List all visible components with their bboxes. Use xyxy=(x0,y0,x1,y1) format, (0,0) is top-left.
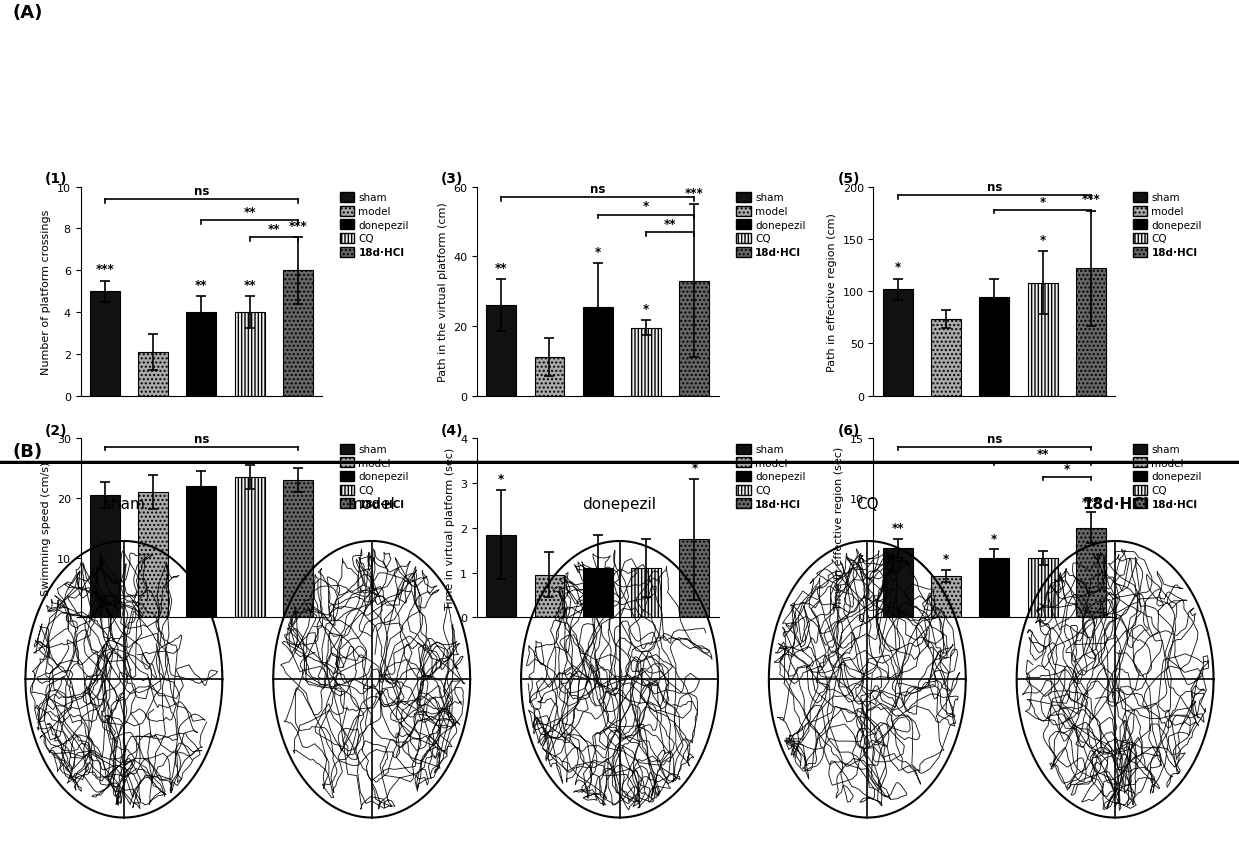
Text: ***: *** xyxy=(1082,495,1100,509)
Text: *: * xyxy=(498,473,504,486)
Bar xyxy=(186,486,217,618)
Text: **: ** xyxy=(664,217,676,231)
Text: *: * xyxy=(943,553,949,566)
Text: *: * xyxy=(1063,462,1070,475)
Y-axis label: Number of platform crossings: Number of platform crossings xyxy=(41,210,51,374)
Bar xyxy=(234,313,265,396)
Text: **: ** xyxy=(195,279,208,291)
Bar xyxy=(282,481,313,618)
Bar xyxy=(1075,269,1106,396)
Bar xyxy=(89,496,120,618)
Text: (4): (4) xyxy=(441,423,463,438)
Legend: sham, model, donepezil, CQ, 18d·HCl: sham, model, donepezil, CQ, 18d·HCl xyxy=(339,193,409,258)
Text: *: * xyxy=(895,261,901,274)
Bar xyxy=(979,558,1010,618)
Text: ns: ns xyxy=(986,432,1002,446)
Text: (B): (B) xyxy=(12,442,42,460)
Bar xyxy=(138,353,169,396)
Y-axis label: Swimming speed (cm/s): Swimming speed (cm/s) xyxy=(41,461,51,596)
Legend: sham, model, donepezil, CQ, 18d·HCl: sham, model, donepezil, CQ, 18d·HCl xyxy=(736,444,805,509)
Text: *: * xyxy=(595,245,601,259)
Text: **: ** xyxy=(268,222,280,235)
Text: ***: *** xyxy=(685,187,704,199)
Y-axis label: Path in the virtual platform (cm): Path in the virtual platform (cm) xyxy=(437,202,447,382)
Text: *: * xyxy=(991,532,997,545)
Bar xyxy=(1027,558,1058,618)
Text: model: model xyxy=(348,496,395,511)
Text: **: ** xyxy=(243,206,256,219)
Text: ns: ns xyxy=(986,181,1002,193)
Text: ***: *** xyxy=(95,263,114,276)
Text: **: ** xyxy=(891,521,904,534)
Bar xyxy=(679,281,710,396)
Text: sham: sham xyxy=(103,496,145,511)
Text: (2): (2) xyxy=(45,423,67,438)
Bar xyxy=(534,575,565,618)
Bar xyxy=(486,535,517,618)
Bar xyxy=(631,568,662,618)
Bar xyxy=(979,298,1010,396)
Text: ns: ns xyxy=(193,433,209,446)
Bar xyxy=(1075,528,1106,618)
Y-axis label: Time in virtual platform (sec): Time in virtual platform (sec) xyxy=(445,447,455,609)
Text: *: * xyxy=(1040,195,1046,209)
Text: **: ** xyxy=(243,279,256,291)
Text: (A): (A) xyxy=(12,4,43,22)
Text: (3): (3) xyxy=(441,172,463,187)
Text: (5): (5) xyxy=(838,172,860,187)
Text: 18d·HCl: 18d·HCl xyxy=(1082,496,1149,511)
Bar xyxy=(631,328,662,396)
Text: *: * xyxy=(643,200,649,213)
Text: ns: ns xyxy=(590,183,606,196)
Legend: sham, model, donepezil, CQ, 18d·HCl: sham, model, donepezil, CQ, 18d·HCl xyxy=(339,444,409,509)
Text: ***: *** xyxy=(1082,193,1100,206)
Bar xyxy=(882,549,913,618)
Bar xyxy=(882,290,913,396)
Bar xyxy=(930,320,961,396)
Text: *: * xyxy=(1040,234,1046,247)
Bar xyxy=(930,576,961,618)
Bar xyxy=(138,492,169,618)
Text: CQ: CQ xyxy=(856,496,878,511)
Bar xyxy=(282,271,313,396)
Text: *: * xyxy=(691,462,698,475)
Text: ns: ns xyxy=(193,185,209,198)
Bar xyxy=(186,313,217,396)
Text: donepezil: donepezil xyxy=(582,496,657,511)
Text: (6): (6) xyxy=(838,423,860,438)
Bar xyxy=(1027,284,1058,396)
Bar xyxy=(534,358,565,396)
Text: *: * xyxy=(643,302,649,315)
Y-axis label: Path in effective region (cm): Path in effective region (cm) xyxy=(828,212,838,371)
Bar xyxy=(486,306,517,396)
Text: **: ** xyxy=(1036,448,1049,461)
Bar xyxy=(234,477,265,618)
Bar xyxy=(582,308,613,396)
Legend: sham, model, donepezil, CQ, 18d·HCl: sham, model, donepezil, CQ, 18d·HCl xyxy=(1132,444,1202,509)
Legend: sham, model, donepezil, CQ, 18d·HCl: sham, model, donepezil, CQ, 18d·HCl xyxy=(736,193,805,258)
Bar xyxy=(679,539,710,618)
Y-axis label: Time in effective region (sec): Time in effective region (sec) xyxy=(834,446,844,610)
Bar xyxy=(89,291,120,396)
Bar xyxy=(582,568,613,618)
Text: **: ** xyxy=(494,262,508,274)
Text: ***: *** xyxy=(289,219,307,233)
Legend: sham, model, donepezil, CQ, 18d·HCl: sham, model, donepezil, CQ, 18d·HCl xyxy=(1132,193,1202,258)
Text: (1): (1) xyxy=(45,172,67,187)
